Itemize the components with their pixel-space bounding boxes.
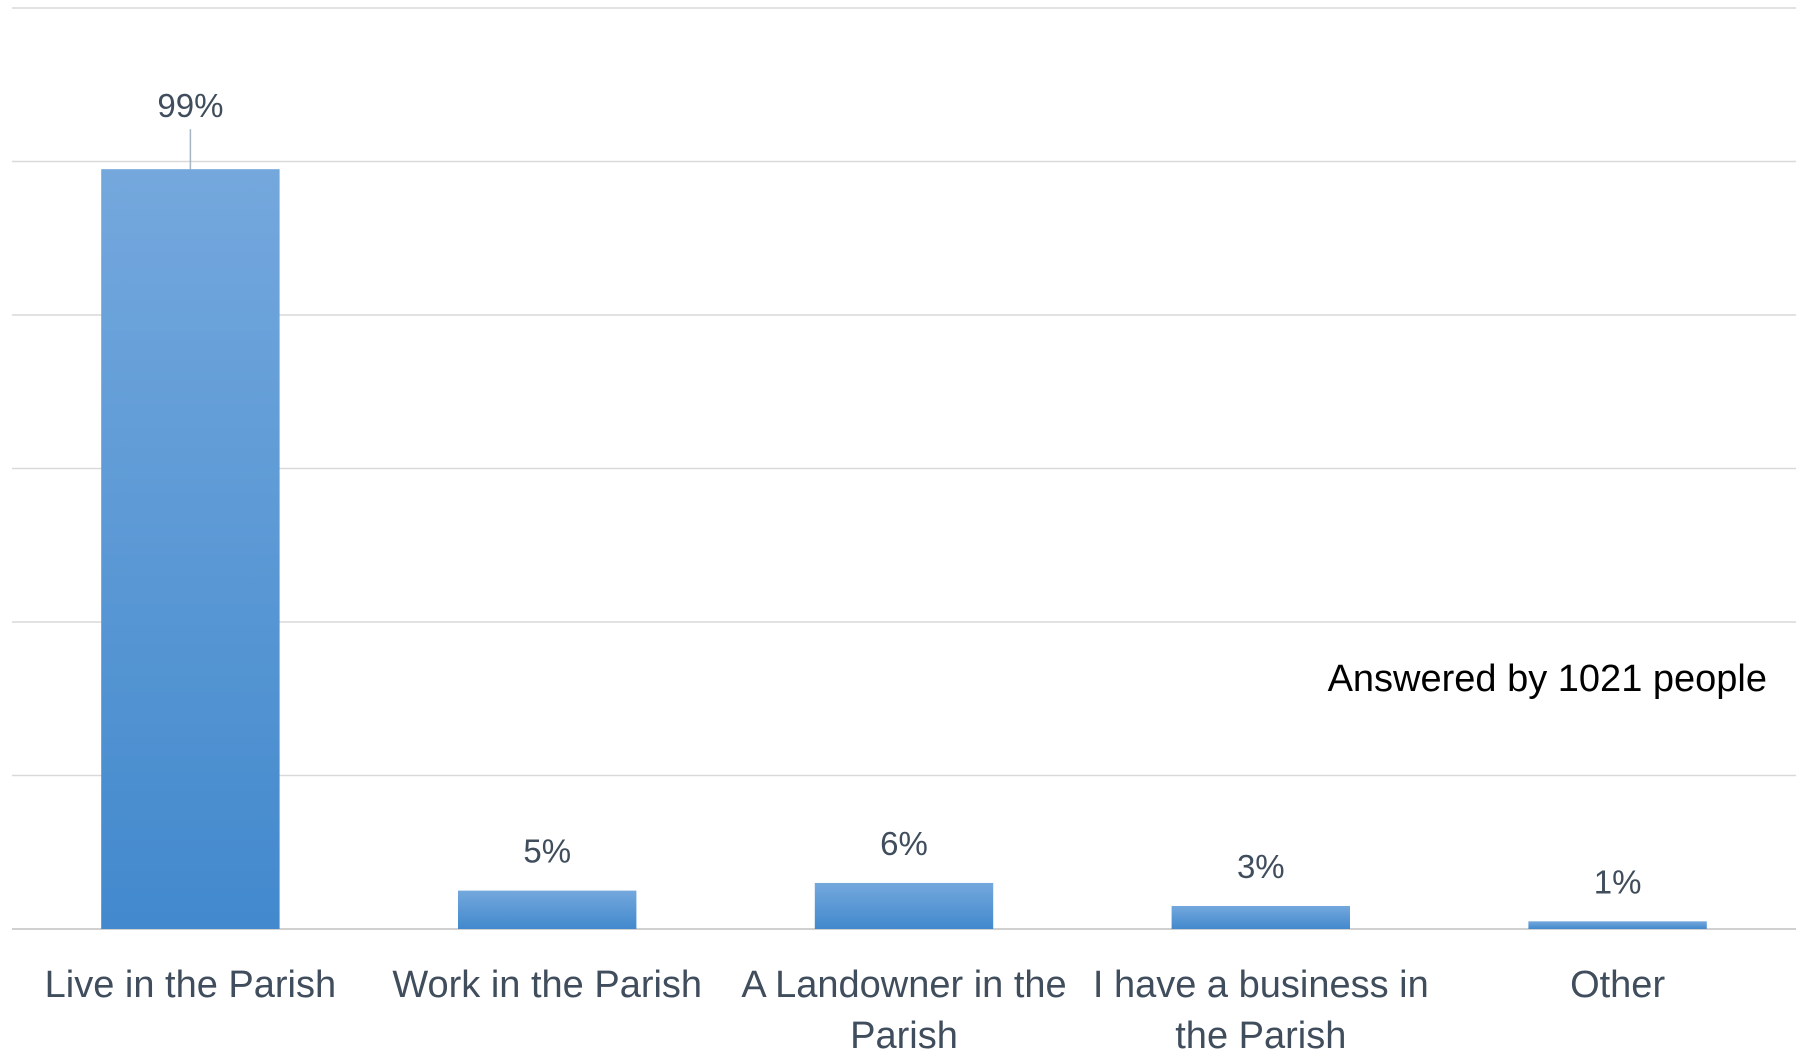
data-labels: 99% 5% 6% 3% 1% [157,87,1641,900]
bar [1171,905,1350,929]
bar [101,169,280,930]
category-label: I have a business in the Parish [1093,964,1429,1055]
bar [458,890,637,929]
category-label: A Landowner in the Parish [741,964,1066,1055]
category-label: Live in the Parish [45,964,337,1006]
category-label: Other [1570,964,1665,1006]
data-label: 1% [1594,863,1642,900]
data-label: 3% [1237,848,1285,885]
bar [814,882,994,929]
data-label: 99% [157,87,223,124]
gridlines [12,7,1796,930]
bar [1528,921,1707,929]
data-label: 6% [880,825,928,862]
bars [101,169,1707,930]
category-label: Work in the Parish [392,964,702,1006]
category-labels: Live in the Parish Work in the Parish A La… [45,964,1666,1055]
data-label: 5% [523,833,571,870]
answered-count-note: Answered by 1021 people [1328,658,1767,700]
